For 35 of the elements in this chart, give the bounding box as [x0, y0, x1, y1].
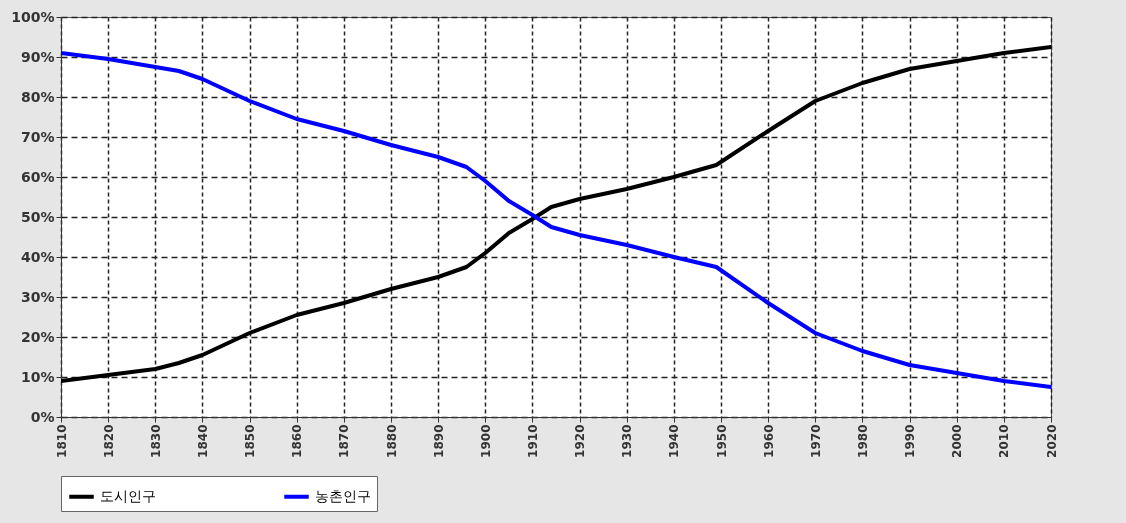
- x-tick-label: 1940: [667, 424, 682, 458]
- x-tick-label: 2020: [1044, 424, 1059, 458]
- x-tick-label: 1920: [573, 424, 588, 458]
- x-tick-label: 1900: [478, 424, 493, 458]
- y-tick-label: 50%: [20, 208, 55, 225]
- x-tick-label: 1950: [714, 424, 729, 458]
- y-tick-label: 30%: [20, 288, 55, 305]
- x-tick-label: 1980: [855, 424, 870, 458]
- y-tick-label: 90%: [20, 48, 55, 65]
- x-tick-label: 1970: [808, 424, 823, 458]
- y-tick-label: 10%: [20, 368, 55, 385]
- x-tick-label: 2000: [950, 424, 965, 458]
- x-tick-label: 1840: [195, 424, 210, 458]
- y-tick-label: 20%: [20, 328, 55, 345]
- y-tick-label: 100%: [11, 8, 55, 25]
- x-tick-label: 1910: [525, 424, 540, 458]
- x-tick-label: 1930: [620, 424, 635, 458]
- x-tick-label: 1850: [243, 424, 258, 458]
- y-tick-label: 40%: [20, 248, 55, 265]
- x-tick-label: 2010: [997, 424, 1012, 458]
- x-tick-label: 1990: [903, 424, 918, 458]
- legend-label: 도시인구: [100, 487, 156, 504]
- y-tick-label: 60%: [20, 168, 55, 185]
- x-tick-label: 1880: [384, 424, 399, 458]
- y-tick-label: 0%: [30, 408, 55, 425]
- x-tick-label: 1870: [337, 424, 352, 458]
- x-tick-label: 1960: [761, 424, 776, 458]
- x-tick-label: 1830: [148, 424, 163, 458]
- x-tick-label: 1820: [101, 424, 116, 458]
- x-tick-label: 1810: [54, 424, 69, 458]
- y-tick-label: 70%: [20, 128, 55, 145]
- y-tick-label: 80%: [20, 88, 55, 105]
- legend-label: 농촌인구: [315, 487, 371, 504]
- x-tick-label: 1860: [290, 424, 305, 458]
- x-tick-label: 1890: [431, 424, 446, 458]
